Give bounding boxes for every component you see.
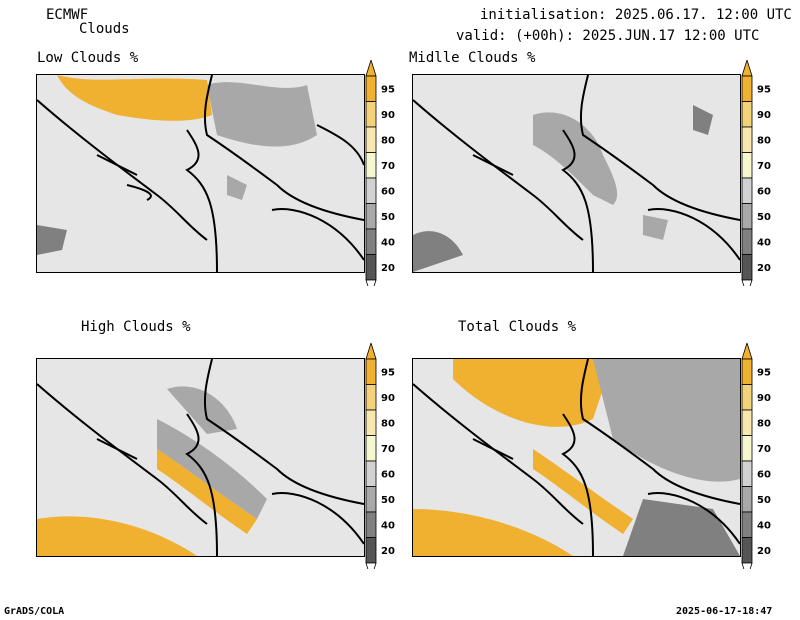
colorbar-segment <box>365 228 377 255</box>
colorbar-label: 95 <box>381 367 395 378</box>
panel-title-middle: Midlle Clouds % <box>409 50 536 66</box>
valid-time: valid: (+00h): 2025.JUN.17 12:00 UTC <box>456 28 760 44</box>
colorbar-label: 40 <box>381 520 395 531</box>
colorbar-bottom-arrow <box>741 562 753 581</box>
colorbar-bottom-arrow <box>365 279 377 298</box>
colorbar-segment <box>365 254 377 281</box>
colorbar-label: 90 <box>381 110 395 121</box>
panel-title-total: Total Clouds % <box>458 319 577 335</box>
colorbar-label: 60 <box>757 186 771 197</box>
colorbar-label: 80 <box>757 135 771 146</box>
colorbar-middle: 95 90 80 70 60 50 40 20 <box>740 58 784 298</box>
footer-left: GrADS/COLA <box>4 606 65 617</box>
colorbar-label: 90 <box>757 110 771 121</box>
colorbar-segment <box>741 254 753 281</box>
colorbar-label: 40 <box>757 520 771 531</box>
colorbar-segment <box>365 126 377 153</box>
colorbar-segment <box>741 358 753 385</box>
colorbar-label: 70 <box>757 161 771 172</box>
colorbar-label: 80 <box>757 418 771 429</box>
colorbar-label: 95 <box>757 367 771 378</box>
colorbar-segment <box>741 511 753 538</box>
colorbar-label: 95 <box>757 84 771 95</box>
colorbar-high: 95 90 80 70 60 50 40 20 <box>364 341 408 581</box>
colorbar-segment <box>365 409 377 436</box>
colorbar-segment <box>365 511 377 538</box>
colorbar-top-arrow <box>365 341 377 360</box>
colorbar-segment <box>365 384 377 411</box>
colorbar-bottom-arrow <box>741 279 753 298</box>
colorbar-segment <box>741 384 753 411</box>
colorbar-segment <box>365 460 377 487</box>
colorbar-label: 70 <box>757 444 771 455</box>
colorbar-label: 20 <box>381 263 395 274</box>
panel-title-high: High Clouds % <box>81 319 191 335</box>
map-middle-clouds <box>412 74 741 273</box>
colorbar-segment <box>365 177 377 204</box>
colorbar-label: 70 <box>381 161 395 172</box>
colorbar-label: 80 <box>381 418 395 429</box>
panel-title-low: Low Clouds % <box>37 50 139 66</box>
colorbar-segment <box>741 228 753 255</box>
colorbar-total: 95 90 80 70 60 50 40 20 <box>740 341 784 581</box>
colorbar-label: 40 <box>381 237 395 248</box>
colorbar-label: 20 <box>757 546 771 557</box>
colorbar-segment <box>365 537 377 564</box>
colorbar-label: 90 <box>757 393 771 404</box>
colorbar-top-arrow <box>365 58 377 77</box>
colorbar-segment <box>741 177 753 204</box>
map-total-clouds <box>412 358 741 557</box>
colorbar-segment <box>365 358 377 385</box>
colorbar-label: 50 <box>381 212 395 223</box>
colorbar-segment <box>741 152 753 179</box>
colorbar-label: 60 <box>381 469 395 480</box>
colorbar-label: 50 <box>381 495 395 506</box>
colorbar-segment <box>741 203 753 230</box>
model-label: ECMWF <box>46 7 89 23</box>
footer-right: 2025-06-17-18:47 <box>676 606 773 617</box>
colorbar-segment <box>365 152 377 179</box>
map-high-clouds <box>36 358 365 557</box>
colorbar-label: 20 <box>381 546 395 557</box>
colorbar-label: 50 <box>757 495 771 506</box>
colorbar-segment <box>741 75 753 102</box>
colorbar-segment <box>741 409 753 436</box>
colorbar-segment <box>365 75 377 102</box>
colorbar-segment <box>741 435 753 462</box>
colorbar-top-arrow <box>741 341 753 360</box>
colorbar-label: 60 <box>381 186 395 197</box>
colorbar-segment <box>365 435 377 462</box>
init-time: initialisation: 2025.06.17. 12:00 UTC <box>480 7 792 23</box>
colorbar-label: 50 <box>757 212 771 223</box>
colorbar-label: 20 <box>757 263 771 274</box>
colorbar-segment <box>741 126 753 153</box>
colorbar-label: 70 <box>381 444 395 455</box>
map-low-clouds <box>36 74 365 273</box>
colorbar-segment <box>365 101 377 128</box>
colorbar-label: 40 <box>757 237 771 248</box>
colorbar-top-arrow <box>741 58 753 77</box>
colorbar-segment <box>741 460 753 487</box>
colorbar-label: 90 <box>381 393 395 404</box>
colorbar-bottom-arrow <box>365 562 377 581</box>
colorbar-segment <box>365 203 377 230</box>
colorbar-label: 95 <box>381 84 395 95</box>
colorbar-label: 60 <box>757 469 771 480</box>
colorbar-segment <box>741 537 753 564</box>
colorbar-low: 95 90 80 70 60 50 40 20 <box>364 58 408 298</box>
product-label: Clouds <box>79 21 130 37</box>
colorbar-segment <box>741 486 753 513</box>
colorbar-segment <box>741 101 753 128</box>
colorbar-segment <box>365 486 377 513</box>
colorbar-label: 80 <box>381 135 395 146</box>
